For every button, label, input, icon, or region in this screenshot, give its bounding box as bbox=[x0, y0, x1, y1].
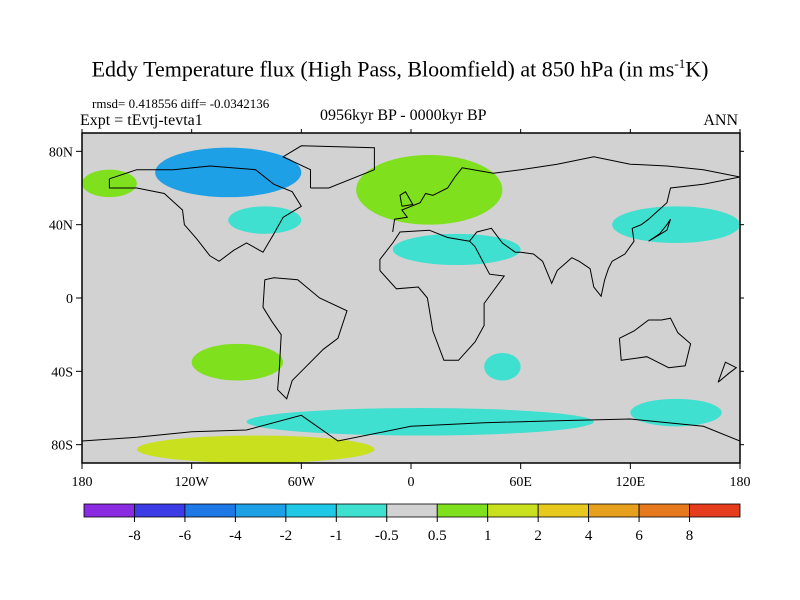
colorbar-label: -4 bbox=[229, 528, 242, 544]
field-north-atlantic-positive bbox=[356, 155, 503, 225]
colorbar-label: 4 bbox=[585, 528, 593, 544]
colorbar-box bbox=[487, 503, 539, 518]
coastline-7 bbox=[282, 145, 375, 189]
colorbar-label: -8 bbox=[128, 528, 141, 544]
y-tick-label: 40N bbox=[49, 219, 73, 234]
x-tick-label: 0 bbox=[408, 475, 415, 490]
coastline-9 bbox=[648, 218, 671, 242]
x-tick-label: 120E bbox=[616, 475, 646, 490]
colorbar-box bbox=[638, 503, 690, 518]
field-central-asia-negative bbox=[392, 233, 521, 265]
colorbar-label: 0.5 bbox=[428, 528, 447, 544]
axis-labels: 180 120W 60W 0 60E 120E 180 80N 40N 0 40S 80S bbox=[49, 145, 751, 490]
field-mid-atlantic-negative bbox=[228, 206, 302, 234]
x-tick-label: 60W bbox=[288, 475, 316, 490]
coastline-8 bbox=[399, 190, 414, 207]
y-tick-label: 0 bbox=[66, 292, 73, 307]
colorbar-box bbox=[689, 503, 741, 518]
colorbar-box bbox=[134, 503, 186, 518]
field-canadian-arctic-negative bbox=[155, 147, 302, 198]
y-tick-label: 80S bbox=[51, 439, 73, 454]
stats-label: rmsd= 0.418556 diff= -0.0342136 bbox=[92, 96, 270, 111]
colorbar: -8 -6 -4 -2 -1 -0.5 0.5 1 2 4 6 8 bbox=[83, 503, 741, 544]
colorbar-label: 6 bbox=[635, 528, 643, 544]
y-tick-label: 80N bbox=[49, 145, 73, 160]
coastline-2 bbox=[392, 156, 740, 233]
field-layer bbox=[82, 147, 740, 463]
x-tick-label: 180 bbox=[72, 475, 93, 490]
coastline-4 bbox=[469, 176, 740, 298]
field-south-atlantic-negative bbox=[484, 353, 521, 381]
x-tick-label: 60E bbox=[509, 475, 532, 490]
field-east-asia-negative bbox=[612, 206, 740, 244]
colorbar-box bbox=[285, 503, 337, 518]
colorbar-box bbox=[184, 503, 236, 518]
colorbar-box bbox=[234, 503, 287, 518]
x-tick-label: 180 bbox=[730, 475, 751, 490]
coastline-1 bbox=[262, 277, 348, 400]
coastline-5 bbox=[618, 317, 692, 369]
field-southwest-pacific-negative bbox=[630, 398, 722, 427]
colorbar-label: 2 bbox=[534, 528, 542, 544]
colorbar-box bbox=[83, 503, 135, 518]
colorbar-label: -6 bbox=[179, 528, 192, 544]
colorbar-box bbox=[335, 503, 388, 518]
field-southern-ocean-negative bbox=[246, 408, 594, 436]
coastline-layer bbox=[82, 145, 740, 442]
colorbar-label: -0.5 bbox=[375, 528, 399, 544]
coastline-0 bbox=[108, 165, 302, 262]
period-label: 0956kyr BP - 0000kyr BP bbox=[320, 107, 487, 124]
colorbar-label: -2 bbox=[280, 528, 293, 544]
season-label: ANN bbox=[703, 112, 738, 129]
colorbar-box bbox=[386, 503, 438, 518]
colorbar-label: 8 bbox=[686, 528, 694, 544]
experiment-label: Expt = tEvtj-tevta1 bbox=[80, 112, 203, 129]
y-tick-label: 40S bbox=[51, 365, 73, 380]
chart-title: Eddy Temperature flux (High Pass, Bloomf… bbox=[91, 56, 709, 82]
field-south-pacific-positive bbox=[191, 343, 284, 381]
coastline-3 bbox=[379, 229, 506, 361]
axis-ticks bbox=[76, 129, 744, 469]
colorbar-label: -1 bbox=[330, 528, 343, 544]
coastline-6 bbox=[82, 414, 740, 442]
coastline-10 bbox=[717, 361, 738, 383]
colorbar-box bbox=[588, 503, 640, 518]
colorbar-box bbox=[537, 503, 590, 518]
colorbar-label: 1 bbox=[484, 528, 492, 544]
colorbar-box bbox=[436, 503, 489, 518]
x-tick-label: 120W bbox=[175, 475, 210, 490]
field-antarctic-positive bbox=[136, 435, 375, 463]
